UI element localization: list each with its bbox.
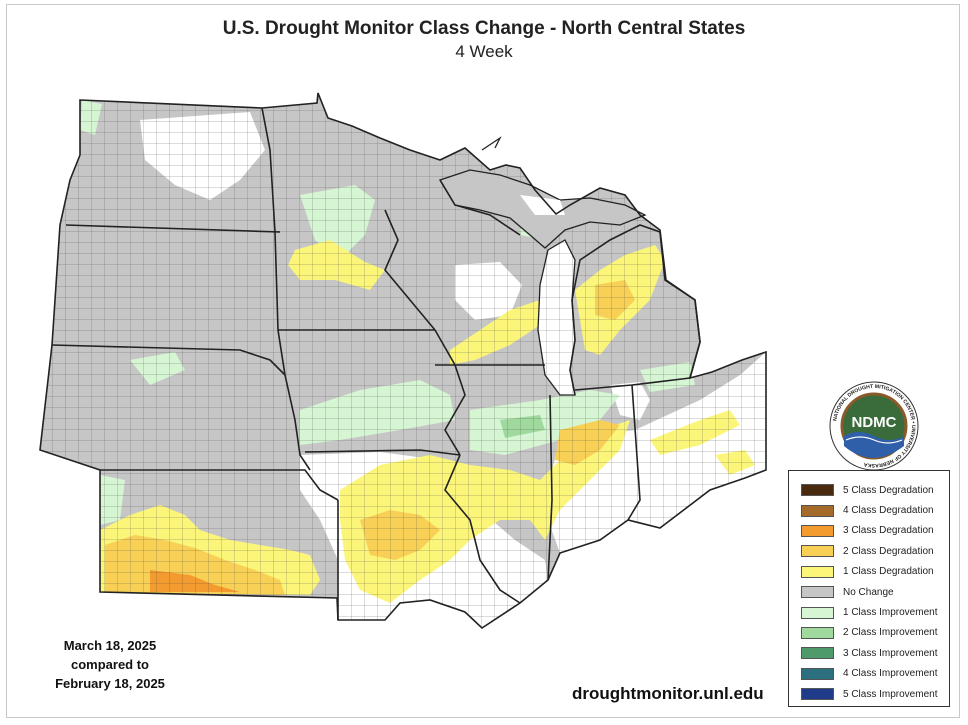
legend-item: 2 Class Degradation <box>801 541 949 561</box>
legend-swatch <box>801 586 834 599</box>
upper-peninsula-white <box>520 195 565 215</box>
legend-swatch <box>801 626 834 639</box>
legend-swatch <box>801 545 834 558</box>
legend-item: 4 Class Improvement <box>801 664 949 684</box>
legend-item: 3 Class Improvement <box>801 643 949 663</box>
legend-label: 1 Class Degradation <box>843 566 934 578</box>
legend-item: 3 Class Degradation <box>801 521 949 541</box>
legend-swatch <box>801 504 834 517</box>
legend-label: 2 Class Improvement <box>843 627 938 639</box>
legend-label: 3 Class Degradation <box>843 525 934 537</box>
date-previous: February 18, 2025 <box>55 676 165 691</box>
legend-item: 1 Class Degradation <box>801 562 949 582</box>
legend-swatch <box>801 524 834 537</box>
legend-item: 4 Class Degradation <box>801 500 949 520</box>
ndmc-logo: NDMC NATIONAL DROUGHT MITIGATION CENTER … <box>829 381 919 471</box>
map-title: U.S. Drought Monitor Class Change - Nort… <box>222 18 746 39</box>
legend-swatch <box>801 667 834 680</box>
legend-label: 3 Class Improvement <box>843 647 938 659</box>
legend-label: 5 Class Degradation <box>843 484 934 496</box>
legend-label: 5 Class Improvement <box>843 688 938 700</box>
keweenaw-peninsula <box>481 136 502 151</box>
legend-label: 1 Class Improvement <box>843 607 938 619</box>
map-subtitle: 4 Week <box>455 42 513 61</box>
date-compared-to: compared to <box>70 657 149 672</box>
state-borders <box>39 92 767 629</box>
legend-item: 1 Class Improvement <box>801 602 949 622</box>
lake-michigan-shore <box>537 239 576 396</box>
legend-swatch <box>801 688 834 701</box>
legend-swatch <box>801 565 834 578</box>
legend-label: 4 Class Improvement <box>843 668 938 680</box>
legend-item: 2 Class Improvement <box>801 623 949 643</box>
legend-label: 2 Class Degradation <box>843 545 934 557</box>
legend-swatch <box>801 606 834 619</box>
legend-swatch <box>801 647 834 660</box>
legend-item: 5 Class Degradation <box>801 480 949 500</box>
legend-swatch <box>801 484 834 497</box>
logo-acronym: NDMC <box>852 414 897 431</box>
legend: 5 Class Degradation 4 Class Degradation 3 … <box>788 470 950 707</box>
legend-item: No Change <box>801 582 949 602</box>
date-current: March 18, 2025 <box>63 638 157 653</box>
date-range: March 18, 2025 compared to February 18, … <box>30 636 190 693</box>
source-url: droughtmonitor.unl.edu <box>572 684 764 703</box>
legend-label: No Change <box>843 586 894 598</box>
legend-item: 5 Class Improvement <box>801 684 949 704</box>
legend-label: 4 Class Degradation <box>843 505 934 517</box>
